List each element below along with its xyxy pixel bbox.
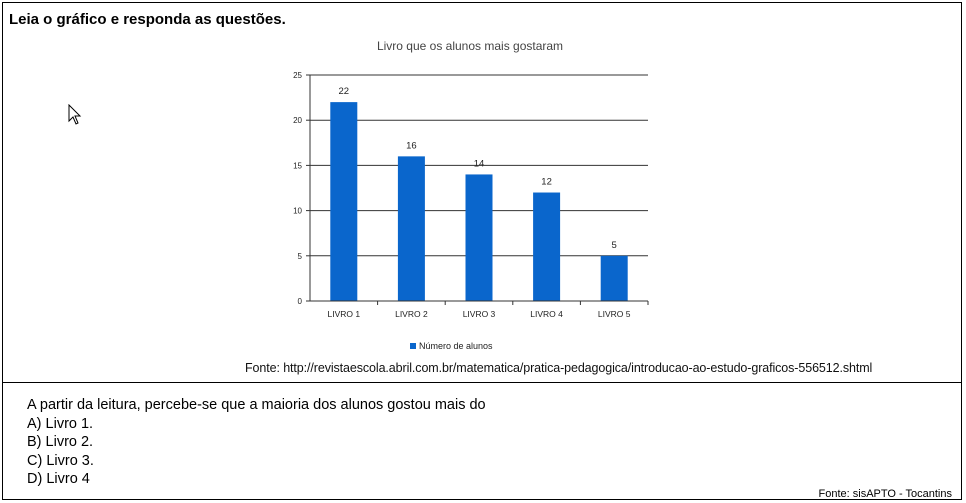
y-tick-label: 5 [298, 252, 303, 261]
data-label: 12 [541, 177, 552, 188]
bar-chart: Livro que os alunos mais gostaram 0 5 10 15… [293, 39, 649, 351]
legend-label: Número de alunos [419, 341, 493, 351]
data-label: 16 [406, 140, 417, 151]
option-a: A) Livro 1. [27, 415, 94, 432]
mouse-pointer-icon [68, 104, 82, 125]
chart-title: Livro que os alunos mais gostaram [377, 39, 563, 53]
bar [533, 192, 561, 301]
data-label: 5 [612, 240, 617, 251]
y-tick-label: 15 [293, 161, 302, 170]
question-block: A partir da leitura, percebe-se que a ma… [27, 396, 486, 489]
y-tick-label: 10 [293, 207, 302, 216]
y-tick-label: 0 [298, 297, 303, 306]
credit-footer: Fonte: sisAPTO - Tocantins [818, 488, 952, 500]
y-tick-label: 25 [293, 71, 302, 80]
data-label: 14 [474, 158, 485, 169]
bar [600, 255, 628, 301]
x-tick-label: LIVRO 1 [327, 309, 360, 319]
question-prompt: A partir da leitura, percebe-se que a ma… [27, 397, 486, 413]
x-tick-label: LIVRO 3 [463, 309, 496, 319]
option-b: B) Livro 2. [27, 434, 94, 450]
bar [465, 174, 493, 301]
option-d: D) Livro 4 [27, 471, 90, 487]
chart-source: Fonte: http://revistaescola.abril.com.br… [245, 361, 873, 375]
x-tick-label: LIVRO 4 [530, 309, 563, 319]
x-axis: LIVRO 1 LIVRO 2 LIVRO 3 LIVRO 4 LIVRO 5 [310, 300, 649, 319]
y-axis: 0 5 10 15 20 25 [293, 71, 311, 306]
section-divider [2, 382, 962, 383]
x-tick-label: LIVRO 5 [598, 309, 631, 319]
bar [330, 102, 358, 302]
bar [397, 156, 425, 301]
y-tick-label: 20 [293, 116, 302, 125]
option-c: C) Livro 3. [27, 452, 94, 469]
page-heading: Leia o gráfico e responda as questões. [9, 11, 286, 28]
data-label: 22 [339, 86, 350, 97]
chart-bars: 22 16 14 12 5 [330, 86, 628, 302]
x-tick-label: LIVRO 2 [395, 309, 428, 319]
chart-legend: Número de alunos [410, 341, 493, 351]
chart-grid [306, 74, 648, 302]
legend-swatch [410, 343, 416, 349]
